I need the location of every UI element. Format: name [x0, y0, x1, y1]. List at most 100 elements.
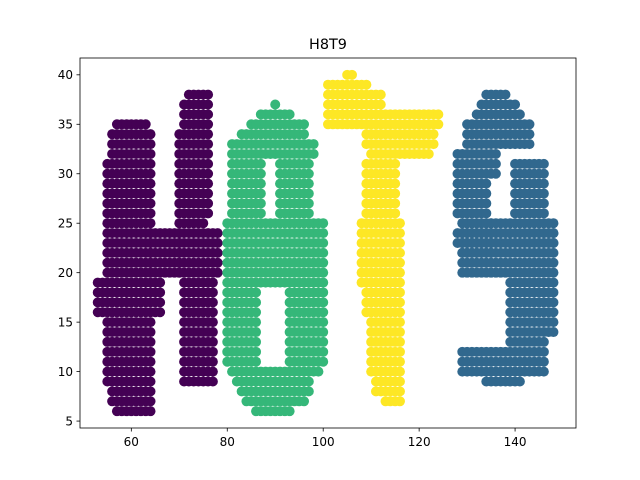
data-point — [145, 376, 156, 387]
data-point — [394, 327, 405, 338]
data-point — [145, 208, 156, 219]
data-point — [394, 346, 405, 357]
data-point — [318, 277, 329, 288]
data-point — [203, 119, 214, 130]
data-point — [500, 89, 511, 100]
data-point — [145, 396, 156, 407]
data-point — [145, 336, 156, 347]
data-point — [510, 99, 521, 110]
data-point — [394, 396, 405, 407]
data-point — [303, 188, 314, 199]
data-point — [428, 129, 439, 140]
data-point — [145, 406, 156, 417]
data-point — [318, 307, 329, 318]
data-point — [145, 139, 156, 150]
data-point — [548, 307, 559, 318]
data-point — [548, 327, 559, 338]
data-point — [318, 228, 329, 239]
data-point — [313, 366, 324, 377]
data-point — [207, 327, 218, 338]
data-point — [346, 69, 357, 80]
data-point — [303, 178, 314, 189]
data-point — [207, 336, 218, 347]
data-point — [212, 238, 223, 248]
data-point — [251, 297, 262, 308]
data-point — [145, 346, 156, 357]
data-point — [212, 247, 223, 258]
data-point — [308, 139, 319, 150]
data-point — [390, 158, 401, 169]
data-point — [145, 188, 156, 199]
data-point — [318, 346, 329, 357]
data-point — [390, 198, 401, 209]
data-point — [251, 287, 262, 298]
data-point — [548, 247, 559, 258]
axes-layer: 60 80 100 120 140 5 10 15 20 25 30 35 40 — [58, 57, 577, 449]
data-point — [490, 168, 501, 179]
data-point — [303, 168, 314, 179]
data-point — [145, 356, 156, 367]
data-point — [318, 218, 329, 229]
y-tick-label: 10 — [58, 365, 73, 379]
data-point — [481, 208, 492, 219]
data-point — [140, 119, 151, 130]
data-point — [207, 356, 218, 367]
data-point — [203, 208, 214, 219]
data-point — [303, 208, 314, 219]
data-point — [548, 277, 559, 288]
data-point — [318, 317, 329, 328]
data-point — [207, 317, 218, 328]
x-tick-label: 80 — [220, 435, 235, 449]
y-tick-label: 20 — [58, 266, 73, 280]
data-point — [145, 366, 156, 377]
data-point — [433, 119, 444, 130]
data-point — [255, 178, 266, 189]
data-point — [145, 386, 156, 397]
data-point — [255, 188, 266, 199]
data-point — [251, 327, 262, 338]
data-point — [212, 267, 223, 278]
data-point — [490, 158, 501, 169]
data-point — [394, 277, 405, 288]
data-point — [207, 307, 218, 318]
data-point — [481, 198, 492, 209]
data-point — [145, 148, 156, 159]
data-point — [394, 317, 405, 328]
data-point — [394, 307, 405, 318]
data-point — [394, 336, 405, 347]
chart-title: H8T9 — [309, 37, 347, 53]
data-point — [538, 366, 549, 377]
data-point — [538, 336, 549, 347]
data-point — [255, 208, 266, 219]
data-point — [538, 208, 549, 219]
data-point — [255, 198, 266, 209]
y-tick-label: 15 — [58, 315, 73, 329]
data-point — [203, 198, 214, 209]
data-point — [394, 287, 405, 298]
data-point — [155, 297, 166, 308]
data-point — [303, 198, 314, 209]
data-point — [548, 228, 559, 239]
data-point — [198, 218, 209, 229]
data-point — [538, 356, 549, 367]
data-point — [394, 297, 405, 308]
data-point — [251, 307, 262, 318]
data-point — [481, 188, 492, 199]
data-point — [308, 148, 319, 159]
data-point — [203, 168, 214, 179]
data-point — [303, 158, 314, 169]
series-9 — [452, 89, 559, 387]
data-point — [299, 119, 310, 130]
x-tick-label: 60 — [124, 435, 139, 449]
data-point — [207, 287, 218, 298]
data-point — [538, 158, 549, 169]
data-point — [394, 267, 405, 278]
data-point — [203, 178, 214, 189]
data-point — [207, 366, 218, 377]
points-layer — [92, 69, 559, 417]
data-point — [390, 178, 401, 189]
data-point — [212, 257, 223, 268]
y-tick-label: 35 — [58, 118, 73, 132]
data-point — [423, 148, 434, 159]
data-point — [155, 277, 166, 288]
